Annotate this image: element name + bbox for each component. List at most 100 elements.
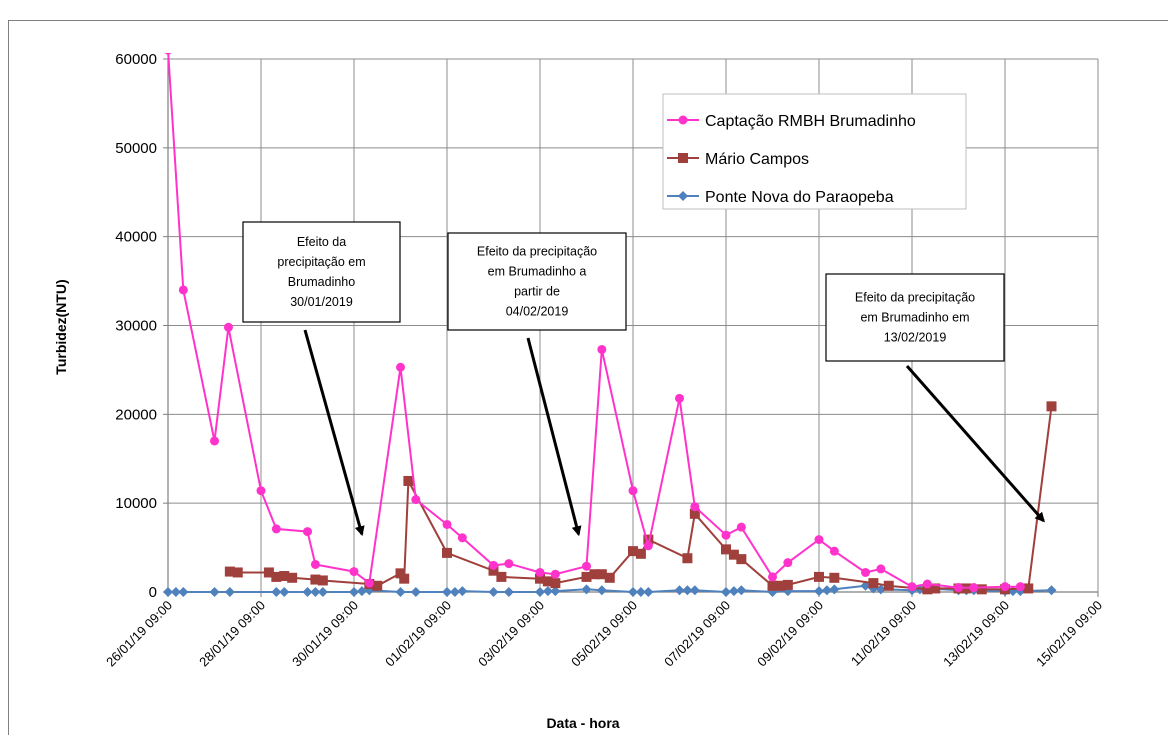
data-point [682,585,693,596]
annotation-text: em Brumadinho a [488,265,587,279]
data-point [457,533,467,543]
data-point [689,585,700,596]
annotation-text: Brumadinho [288,275,355,289]
data-point [279,587,290,597]
annotation-text: 30/01/2019 [290,295,353,309]
annotation-2: Efeito da precipitação em Brumadinho a par… [447,232,627,537]
annotation-text: precipitação em [277,255,365,269]
data-point [349,587,359,597]
data-point [682,553,693,564]
data-point [164,53,172,55]
legend-label: Ponte Nova do Paraopeba [705,189,894,206]
data-point [210,436,219,446]
annotation-3: Efeito da precipitação em Brumadinho em 13… [825,273,1045,523]
data-point [488,587,499,597]
x-tick-label: 28/01/19 09:00 [196,598,268,670]
data-point [442,519,452,529]
x-tick-label: 05/02/19 09:00 [568,598,640,670]
data-point [503,587,514,597]
data-point [310,587,321,597]
data-point [535,573,545,584]
data-point [635,587,646,597]
data-point [364,578,374,588]
data-point [782,579,793,590]
y-tick-label: 0 [149,584,157,601]
x-tick-label: 03/02/19 09:00 [475,598,547,670]
y-tick-label: 30000 [115,318,157,335]
data-point [736,522,746,532]
data-point [643,587,654,597]
data-point [721,544,731,555]
data-point [550,586,561,597]
data-point [271,587,282,597]
data-point [775,580,786,591]
data-point [489,560,498,570]
x-axis-title: Data - hora [546,715,619,731]
legend-box [662,93,967,210]
data-point [721,530,731,540]
x-tick-label: 01/02/19 09:00 [382,598,454,670]
annotation-box [242,221,401,323]
data-point [317,575,328,586]
data-point [690,502,700,512]
data-point [728,586,739,597]
data-point [597,344,607,354]
data-point [814,571,824,582]
series-mario-campos [224,401,1057,595]
annotation-text: partir de [514,285,560,299]
legend-entry: Ponte Nova do Paraopeba [667,189,894,206]
data-point [535,587,545,597]
data-point [969,583,979,593]
x-tick-label: 26/01/19 09:00 [103,598,175,670]
data-point [550,578,561,589]
data-point [736,554,747,565]
data-point [728,549,739,560]
data-point [488,565,499,576]
data-point [442,547,452,558]
legend-label: Mário Campos [705,151,809,168]
legend-marker [678,153,688,163]
data-point [496,571,507,582]
data-point [596,569,607,580]
legend-label: Captação RMBH Brumadinho [705,113,916,130]
data-point [1046,585,1057,596]
data-point [209,587,220,597]
x-tick-label: 07/02/19 09:00 [661,598,733,670]
data-point [457,586,468,597]
data-point [349,567,359,577]
data-point [767,580,778,591]
data-point [178,285,188,295]
data-point [596,585,607,596]
data-point [954,583,963,593]
data-point [628,546,638,557]
annotation-1: Efeito da precipitação em Brumadinho 30/01/… [242,221,401,537]
data-point [829,546,839,556]
chart-frame [8,20,1168,735]
data-point [589,569,600,580]
data-point [643,534,654,545]
data-point [550,569,560,579]
data-point [279,571,290,582]
data-point [1046,401,1057,412]
data-point [395,587,406,597]
data-point [449,587,460,597]
data-point [861,567,870,577]
data-point [674,585,685,596]
annotation-text: em Brumadinho em [860,311,969,325]
data-point [628,486,638,496]
data-point [403,475,414,486]
annotation-text: Efeito da precipitação [477,245,597,259]
series-captacao [164,53,1025,593]
data-point [768,572,777,582]
data-point [396,362,405,372]
data-point [814,586,824,597]
data-point [263,567,274,578]
data-point [224,566,235,577]
series-layer [163,53,1057,597]
y-tick-label: 20000 [115,406,157,423]
legend-marker [678,115,688,125]
x-tick-labels: 26/01/19 09:00 28/01/19 09:00 30/01/19 09:… [103,598,1105,670]
data-point [310,574,321,585]
annotation-arrow [303,329,365,537]
data-point [829,572,840,583]
